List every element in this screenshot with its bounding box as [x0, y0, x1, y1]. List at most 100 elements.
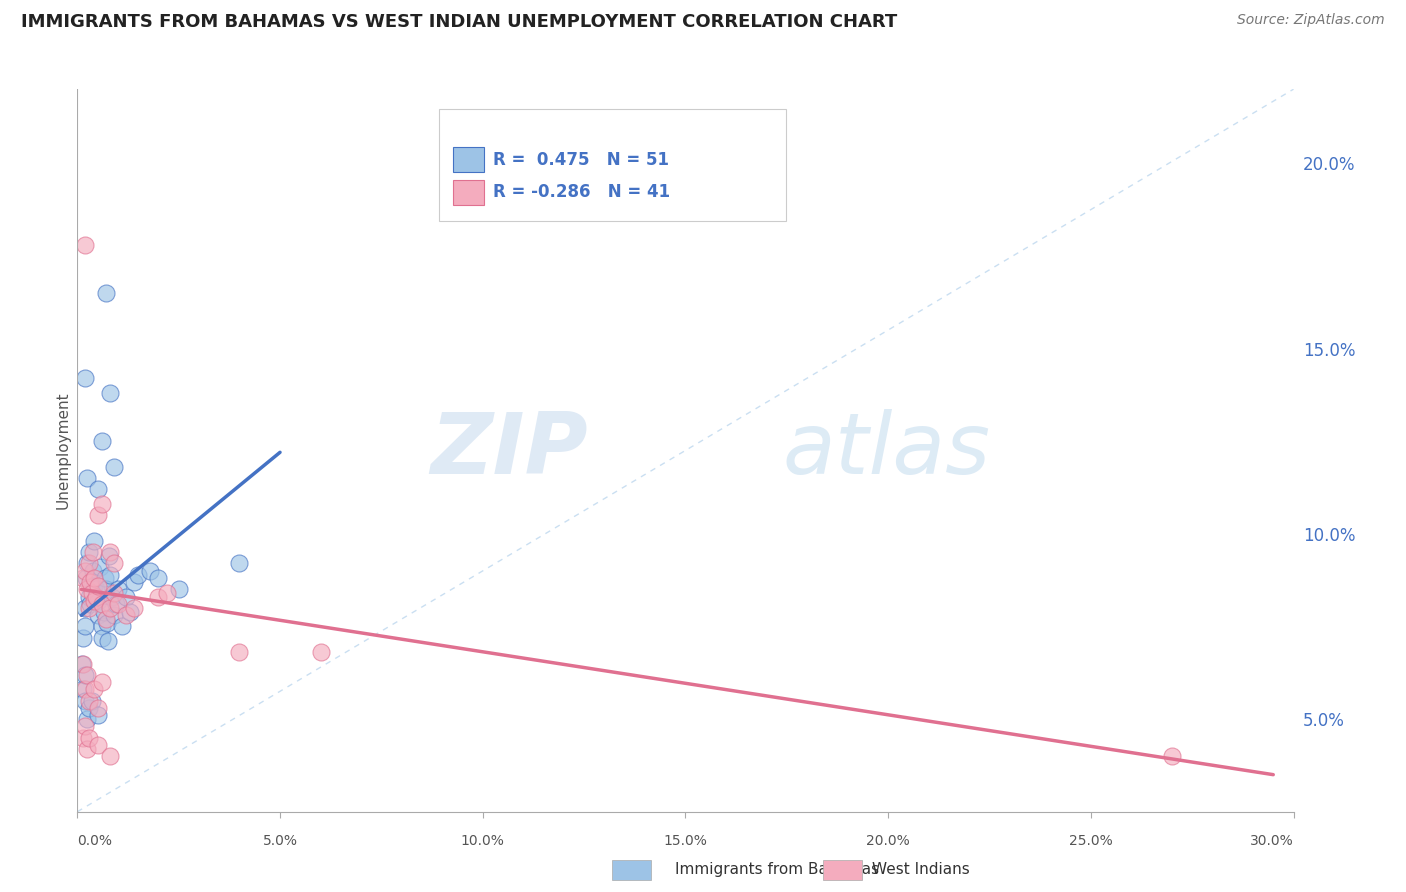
- Text: Immigrants from Bahamas: Immigrants from Bahamas: [675, 863, 879, 877]
- Point: [75, 237, 97, 252]
- Text: 25.0%: 25.0%: [1069, 834, 1112, 848]
- Point: [73, 601, 96, 615]
- Point: [103, 608, 125, 623]
- Text: 0.0%: 0.0%: [77, 834, 112, 848]
- Text: 15.0%: 15.0%: [664, 834, 707, 848]
- Text: ZIP: ZIP: [430, 409, 588, 492]
- Point: [87, 608, 110, 623]
- Point: [72, 631, 94, 645]
- Point: [115, 608, 138, 623]
- Point: [83, 593, 105, 607]
- Point: [107, 582, 129, 597]
- Point: [94, 582, 117, 597]
- Point: [75, 693, 97, 707]
- Point: [75, 682, 97, 697]
- Point: [86, 738, 108, 752]
- Point: [84, 582, 107, 597]
- Y-axis label: Unemployment: Unemployment: [55, 392, 70, 509]
- Point: [83, 534, 105, 549]
- Point: [90, 675, 112, 690]
- Point: [107, 597, 129, 611]
- Point: [79, 731, 101, 745]
- Point: [76, 557, 98, 571]
- Point: [84, 590, 107, 604]
- Point: [86, 483, 108, 497]
- Point: [83, 682, 105, 697]
- Point: [76, 471, 98, 485]
- Point: [72, 657, 94, 671]
- Point: [94, 612, 117, 626]
- Text: IMMIGRANTS FROM BAHAMAS VS WEST INDIAN UNEMPLOYMENT CORRELATION CHART: IMMIGRANTS FROM BAHAMAS VS WEST INDIAN U…: [21, 13, 897, 31]
- Text: R =  0.475   N = 51: R = 0.475 N = 51: [494, 151, 669, 169]
- Point: [73, 667, 96, 681]
- Point: [76, 741, 98, 756]
- Point: [79, 574, 101, 589]
- Text: 20.0%: 20.0%: [866, 834, 910, 848]
- Point: [122, 574, 145, 589]
- Point: [122, 601, 145, 615]
- Point: [103, 460, 125, 475]
- Point: [111, 619, 134, 633]
- Point: [90, 597, 112, 611]
- Point: [98, 601, 121, 615]
- Point: [139, 564, 162, 578]
- Text: West Indians: West Indians: [872, 863, 970, 877]
- Point: [91, 631, 114, 645]
- Point: [76, 712, 98, 726]
- Text: R = -0.286   N = 41: R = -0.286 N = 41: [494, 183, 669, 202]
- Point: [167, 582, 190, 597]
- Point: [72, 682, 94, 697]
- Text: 30.0%: 30.0%: [1250, 834, 1294, 848]
- Point: [79, 693, 101, 707]
- Point: [103, 586, 125, 600]
- Point: [96, 615, 118, 630]
- Point: [155, 586, 177, 600]
- Point: [115, 590, 138, 604]
- Point: [148, 571, 170, 585]
- Point: [98, 545, 121, 559]
- Point: [83, 579, 105, 593]
- Point: [93, 605, 115, 619]
- Point: [86, 708, 108, 723]
- Text: Source: ZipAtlas.com: Source: ZipAtlas.com: [1237, 13, 1385, 28]
- Point: [80, 693, 103, 707]
- Point: [79, 601, 101, 615]
- Point: [76, 667, 98, 681]
- Point: [79, 701, 101, 715]
- Point: [86, 701, 108, 715]
- Point: [72, 571, 94, 585]
- Point: [127, 567, 149, 582]
- Point: [80, 574, 103, 589]
- Point: [97, 549, 120, 563]
- Point: [75, 571, 97, 585]
- Point: [118, 605, 141, 619]
- Point: [1161, 749, 1184, 764]
- Point: [76, 582, 98, 597]
- Point: [98, 749, 121, 764]
- Point: [89, 560, 111, 574]
- Point: [148, 590, 170, 604]
- Point: [75, 564, 97, 578]
- Point: [70, 657, 93, 671]
- Point: [101, 590, 124, 604]
- Point: [86, 579, 108, 593]
- Point: [228, 557, 250, 571]
- Point: [82, 545, 104, 559]
- Point: [94, 571, 117, 585]
- Point: [77, 590, 100, 604]
- Point: [94, 285, 117, 300]
- Text: 5.0%: 5.0%: [263, 834, 298, 848]
- Point: [82, 564, 104, 578]
- Point: [83, 571, 105, 585]
- Point: [77, 557, 100, 571]
- Point: [86, 593, 108, 607]
- Point: [90, 434, 112, 449]
- Point: [75, 719, 97, 733]
- Point: [98, 386, 121, 401]
- Point: [80, 586, 103, 600]
- Point: [97, 634, 120, 648]
- Point: [309, 645, 332, 659]
- Point: [90, 497, 112, 511]
- Point: [104, 597, 127, 611]
- Point: [79, 597, 101, 611]
